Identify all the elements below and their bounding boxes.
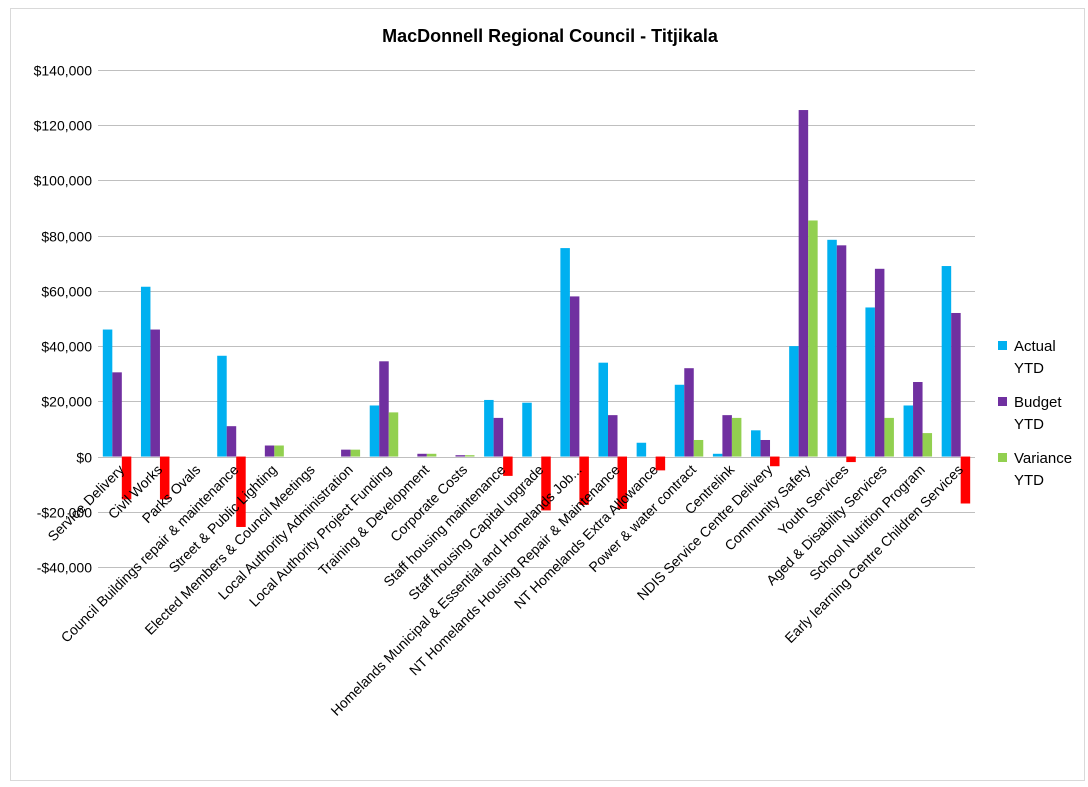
bar-variance [922,433,933,457]
y-tick-label: -$40,000 [37,560,92,576]
bar-actual [941,266,952,457]
bar-budget [455,455,465,457]
bar-actual [140,286,151,457]
bar-variance [884,417,894,457]
legend-entry: Actual [1014,338,1056,355]
y-tick-label: $40,000 [41,339,92,355]
bar-variance [236,456,246,527]
bar-budget [836,245,847,457]
y-tick-label: $100,000 [34,173,93,189]
y-tick-label: $80,000 [41,229,92,245]
bar-variance [274,445,284,457]
legend-entry: YTD [1014,472,1044,489]
bar-budget [226,426,237,457]
bar-variance [350,449,361,457]
chart-legend: Actual YTD Budget YTD Variance YTD [998,338,1072,489]
bar-actual [712,453,723,457]
y-tick-label: $0 [76,450,92,466]
bar-variance [960,456,971,504]
bar-budget [760,439,771,457]
bar-variance [464,455,475,457]
chart-frame [10,8,1085,781]
bar-actual [598,362,609,457]
bar-actual [560,248,570,457]
bar-variance [541,456,551,511]
y-axis-ticks: -$40,000 -$20,000 $0 $20,000 $40,000 $60,000 $… [34,63,93,576]
chart-title: MacDonnell Regional Council - Titjikala [382,26,719,46]
bar-variance [426,453,437,457]
bar-budget [112,372,122,457]
legend-swatch [998,397,1007,406]
bar-actual [865,307,875,457]
bar-actual [789,346,799,457]
bar-variance [808,220,818,457]
y-tick-label: $140,000 [34,63,93,79]
bar-actual [102,329,113,457]
bar-variance [770,456,780,467]
bar-budget [569,296,580,457]
bar-budget [341,449,351,457]
bar-variance [846,456,856,463]
bar-budget [150,329,160,457]
bar-variance [159,456,170,500]
bar-actual [827,239,837,457]
bar-variance [655,456,666,471]
y-tick-label: $20,000 [41,394,92,410]
bar-budget [379,361,389,457]
bar-actual [217,355,227,457]
y-tick-label: $120,000 [34,118,93,134]
bars-layer [102,110,971,527]
legend-entry: YTD [1014,416,1044,433]
bar-budget [722,415,732,457]
legend-entry: Budget [1014,394,1062,411]
bar-budget [951,312,961,457]
bar-actual [903,405,914,457]
bar-budget [417,453,427,457]
bar-variance [617,456,628,510]
bar-actual [369,405,380,457]
bar-budget [493,417,504,457]
y-tick-label: $60,000 [41,284,92,300]
bar-actual [674,384,685,457]
bar-variance [731,417,742,457]
bar-budget [874,268,885,457]
bar-actual [522,402,532,457]
bar-variance [693,439,704,457]
bar-actual [751,430,761,457]
bar-variance [388,412,399,457]
bar-variance [121,456,132,500]
bar-budget [264,445,275,457]
bar-actual [636,442,647,457]
y-tick-label: -$20,000 [37,505,92,521]
bar-actual [484,399,494,457]
legend-swatch [998,341,1007,350]
legend-entry: Variance [1014,450,1072,467]
bar-budget [798,110,809,457]
bar-budget [684,368,694,457]
bar-variance [579,456,589,505]
legend-swatch [998,453,1007,462]
bar-budget [608,415,618,457]
legend-entry: YTD [1014,360,1044,377]
bar-variance [503,456,513,476]
bar-budget [913,382,923,457]
